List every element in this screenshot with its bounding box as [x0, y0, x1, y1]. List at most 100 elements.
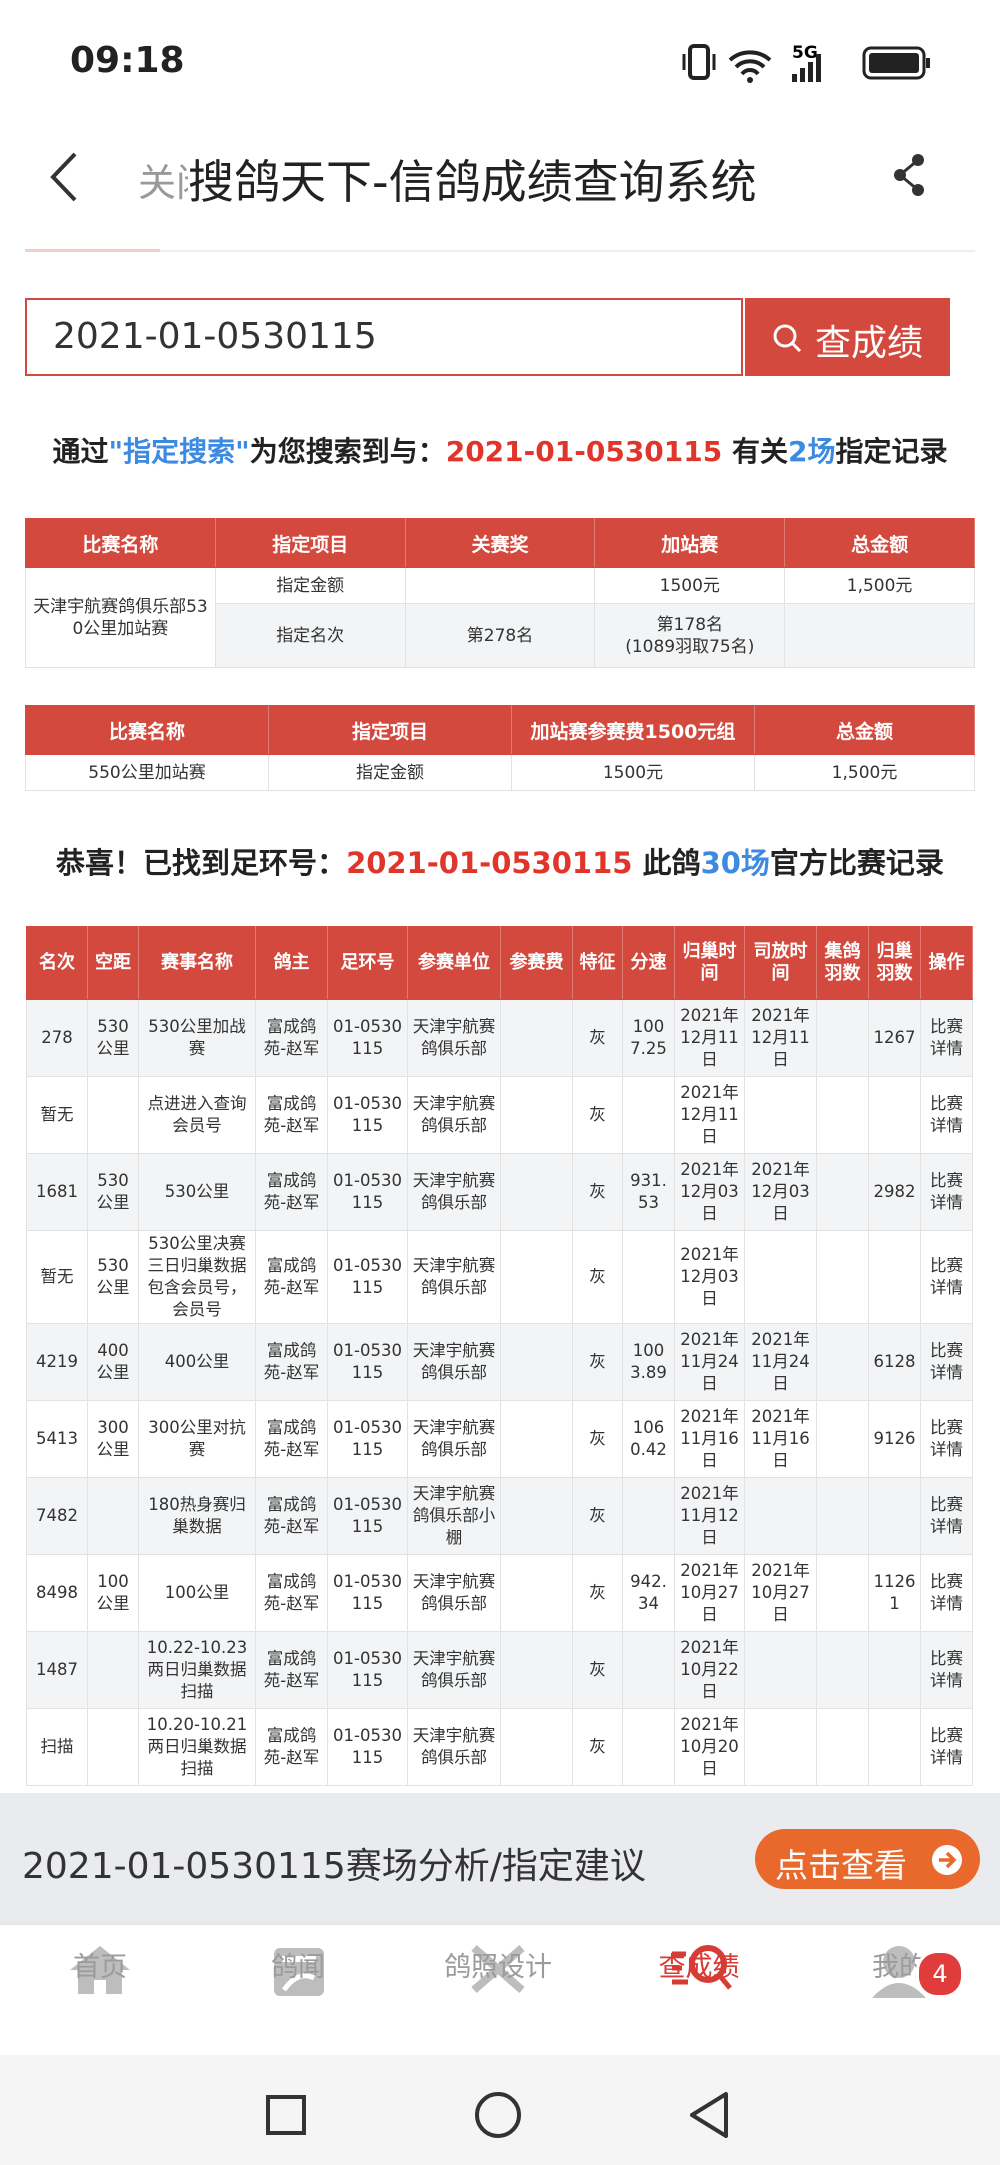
cell: [816, 1708, 869, 1786]
tab-news[interactable]: 鸽闻: [271, 1952, 325, 1983]
header-row: 比赛名称 指定项目 关赛奖 加站赛 总金额: [25, 518, 975, 568]
status-network: 5G: [792, 43, 818, 63]
search-button-label: 查成绩: [815, 323, 924, 364]
cell: [868, 1631, 921, 1709]
detail-link[interactable]: 比赛详情: [920, 999, 973, 1077]
cell: 530公里: [138, 1153, 256, 1231]
detail-link[interactable]: 比赛详情: [920, 1153, 973, 1231]
cell: 灰: [572, 1708, 623, 1786]
cell: 扫描: [26, 1708, 88, 1786]
banner-text: 2021-01-0530115赛场分析/指定建议: [22, 1846, 646, 1887]
status-icons: 5G: [682, 43, 930, 83]
cell: [622, 1230, 675, 1324]
search-input[interactable]: 2021-01-0530115: [25, 298, 743, 376]
back-nav-button[interactable]: [690, 2092, 728, 2138]
home-button[interactable]: [475, 2092, 521, 2138]
cell: 01-0530115: [327, 1400, 408, 1478]
text: 通过: [52, 435, 109, 468]
cell: 灰: [572, 1076, 623, 1154]
cell: 10.20-10.21两日归巢数据扫描: [138, 1708, 256, 1786]
cell: [500, 1708, 573, 1786]
cell: 942.34: [622, 1554, 675, 1632]
cell: 2021年11月16日: [674, 1400, 745, 1478]
cell: [500, 1323, 573, 1401]
system-nav: [0, 2055, 1000, 2165]
cell: 富成鸽苑-赵军: [255, 1708, 328, 1786]
cell: 富成鸽苑-赵军: [255, 1076, 328, 1154]
cell: 180热身赛归巢数据: [138, 1477, 256, 1555]
detail-link[interactable]: 比赛详情: [920, 1400, 973, 1478]
cell: 第178名 (1089羽取75名): [594, 603, 786, 668]
text: 官方比赛记录: [769, 846, 944, 880]
cell: 富成鸽苑-赵军: [255, 1554, 328, 1632]
header-row: 名次 空距 赛事名称 鸽主 足环号 参赛单位 参赛费 特征 分速 归巢时间 司放时间 集鸽羽数 归巢羽数…: [26, 926, 973, 1000]
back-button[interactable]: [45, 150, 85, 204]
cell: 富成鸽苑-赵军: [255, 1323, 328, 1401]
status-time: 09:18: [70, 40, 185, 81]
detail-link[interactable]: 比赛详情: [920, 1554, 973, 1632]
cell: 1007.25: [622, 999, 675, 1077]
cell: [500, 1153, 573, 1231]
cell: 2021年11月12日: [674, 1477, 745, 1555]
header-cell: 总金额: [754, 705, 975, 755]
detail-link[interactable]: 比赛详情: [920, 1477, 973, 1555]
cell: [622, 1076, 675, 1154]
cell: 灰: [572, 1477, 623, 1555]
ring-number: 2021-01-0530115: [346, 846, 633, 880]
cell: 100公里: [87, 1554, 139, 1632]
tab-design[interactable]: 鸽照设计: [444, 1952, 552, 1983]
tab-results[interactable]: 查成绩: [658, 1952, 740, 1983]
nav-buttons: [266, 2092, 728, 2138]
share-button[interactable]: [890, 150, 930, 200]
header-cell: 参赛费: [500, 926, 573, 1000]
cell: 1500元: [594, 567, 786, 604]
search-button[interactable]: 查成绩: [745, 298, 950, 376]
cell: [622, 1708, 675, 1786]
detail-link[interactable]: 比赛详情: [920, 1323, 973, 1401]
cell: 天津宇航赛鸽俱乐部: [407, 1554, 501, 1632]
recent-button[interactable]: [266, 2095, 306, 2135]
cell: 灰: [572, 1323, 623, 1401]
cell: 1267: [868, 999, 921, 1077]
cell: [404, 567, 596, 604]
cell: [744, 1076, 817, 1154]
cell: 灰: [572, 1631, 623, 1709]
cell: 2021年12月03日: [674, 1153, 745, 1231]
cell: 5413: [26, 1400, 88, 1478]
cell: 暂无: [26, 1076, 88, 1154]
cell: 10.22-10.23两日归巢数据扫描: [138, 1631, 256, 1709]
header-cell: 指定项目: [268, 705, 512, 755]
cell: 400公里: [87, 1323, 139, 1401]
row: 天津宇航赛鸽俱乐部530公里加站赛 指定金额 1500元 1,500元: [25, 567, 975, 668]
header-cell: 足环号: [327, 926, 408, 1000]
cell: 01-0530115: [327, 1230, 408, 1324]
tab-home[interactable]: 首页: [73, 1952, 127, 1983]
cell: [500, 999, 573, 1077]
cell: 2021年10月27日: [744, 1554, 817, 1632]
cell: 530公里: [87, 1153, 139, 1231]
ring-number: 2021-01-0530115: [445, 435, 723, 468]
count: 2场: [787, 435, 836, 468]
detail-link[interactable]: 比赛详情: [920, 1230, 973, 1324]
cell: 2021年10月20日: [674, 1708, 745, 1786]
detail-link[interactable]: 比赛详情: [920, 1076, 973, 1154]
cell: 天津宇航赛鸽俱乐部: [407, 999, 501, 1077]
header-cell: 空距: [87, 926, 139, 1000]
cell: [622, 1631, 675, 1709]
cell: 01-0530115: [327, 1076, 408, 1154]
cell: 2021年10月27日: [674, 1554, 745, 1632]
cell: 2021年11月24日: [744, 1323, 817, 1401]
cell: 富成鸽苑-赵军: [255, 1400, 328, 1478]
header-cell: 鸽主: [255, 926, 328, 1000]
cell: [816, 999, 869, 1077]
cell: 1681: [26, 1153, 88, 1231]
banner-button[interactable]: 点击查看: [755, 1829, 980, 1889]
row: 4219 400公里 400公里 富成鸽苑-赵军 01-0530115 天津宇航赛鸽俱乐部…: [26, 1323, 973, 1401]
cell: [816, 1554, 869, 1632]
detail-link[interactable]: 比赛详情: [920, 1708, 973, 1786]
cell: [87, 1708, 139, 1786]
detail-link[interactable]: 比赛详情: [920, 1631, 973, 1709]
cell: [744, 1631, 817, 1709]
cell: [500, 1554, 573, 1632]
